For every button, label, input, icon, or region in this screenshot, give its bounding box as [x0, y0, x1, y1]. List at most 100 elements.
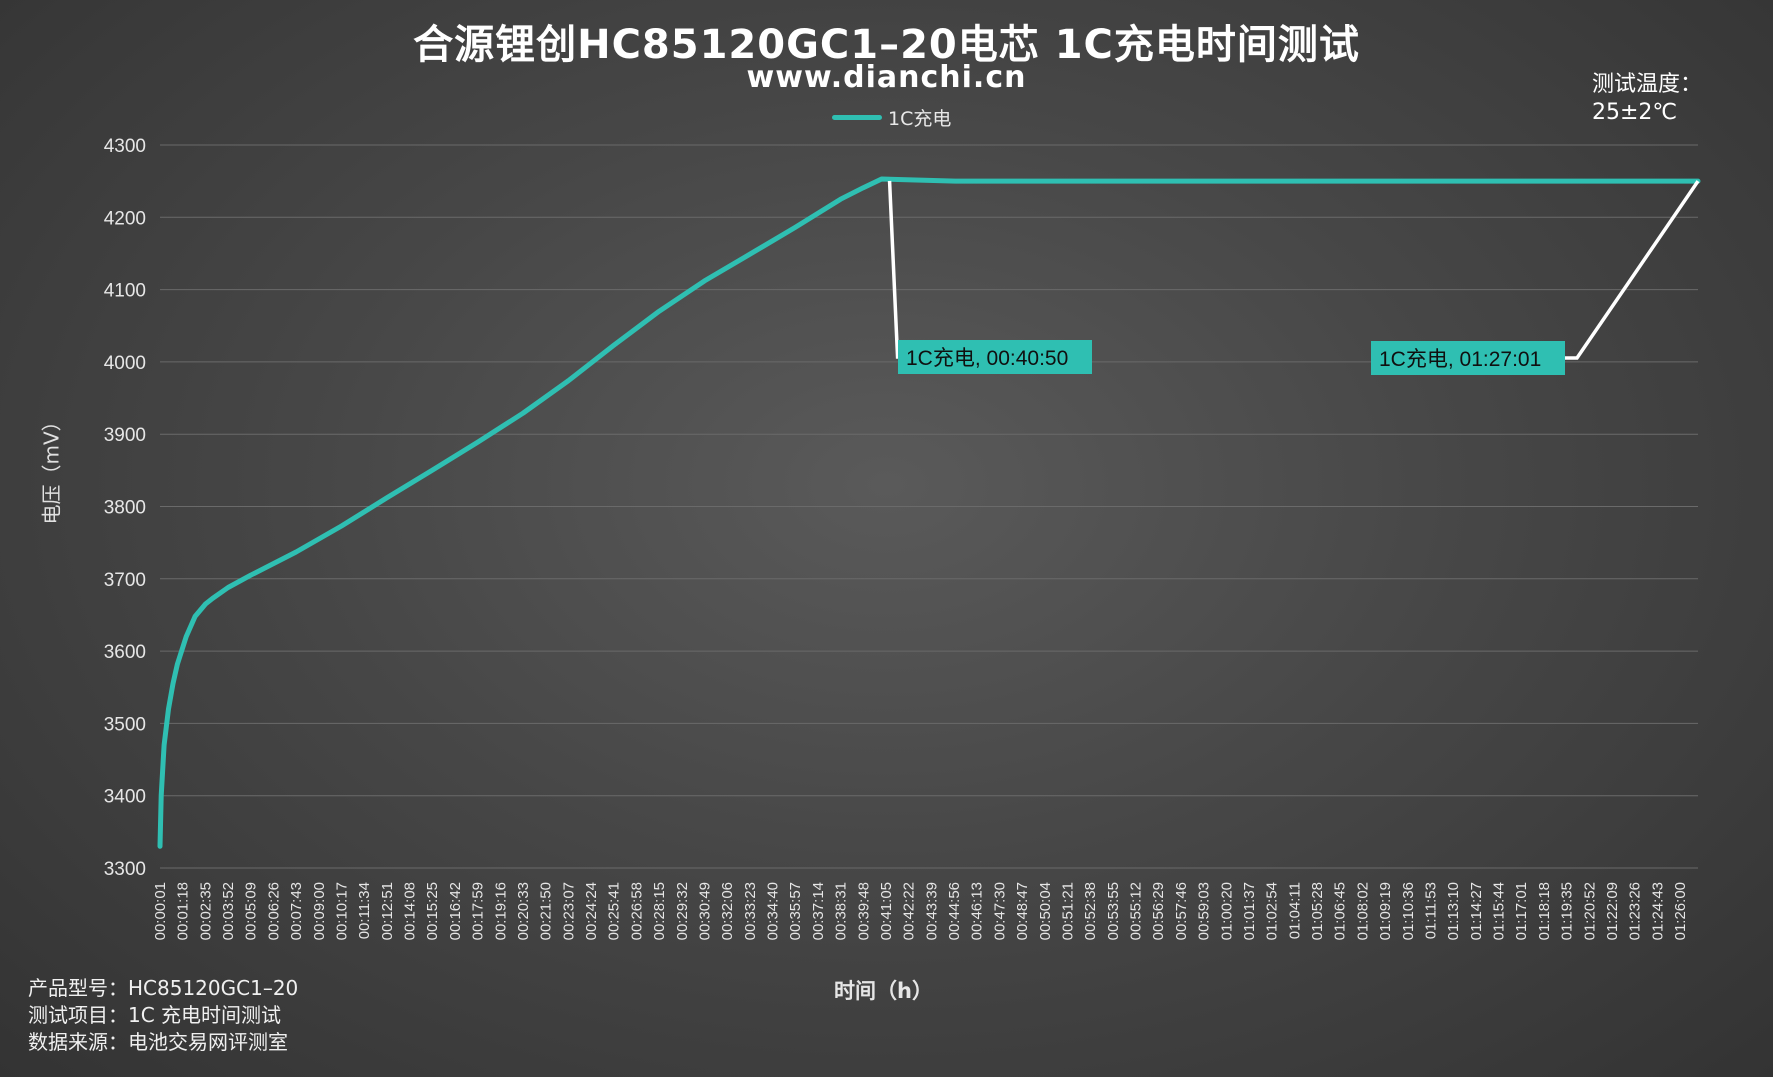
annotation-layer: 1C充电, 00:40:50 1C充电, 01:27:01 [887, 180, 1700, 375]
y-tick-label: 3900 [104, 425, 146, 446]
y-tick-label: 3700 [104, 570, 146, 591]
x-tick-label: 01:08:02 [1354, 882, 1371, 940]
x-tick-label: 00:12:51 [379, 882, 396, 940]
y-tick-layer: 3300 3400 3500 3600 3700 3800 3900 4000 4100 4200… [104, 136, 146, 880]
x-tick-label: 00:03:52 [220, 882, 237, 940]
x-tick-label: 00:37:14 [810, 882, 827, 940]
y-tick-label: 4200 [104, 208, 146, 229]
annotation-label: 1C充电, 01:27:01 [1379, 348, 1541, 371]
x-tick-label: 00:29:32 [674, 882, 691, 940]
x-tick-label: 01:24:43 [1649, 882, 1666, 940]
chart-title: 合源锂创HC85120GC1–20电芯 1C充电时间测试 [413, 22, 1360, 68]
x-tick-label: 00:25:41 [606, 882, 623, 940]
y-tick-label: 4000 [104, 353, 146, 374]
x-tick-label: 00:17:59 [470, 882, 487, 940]
x-tick-label: 00:19:16 [492, 882, 509, 940]
x-tick-label: 00:55:12 [1128, 882, 1145, 940]
x-tick-label: 01:14:27 [1468, 882, 1485, 940]
footer-info: 产品型号：HC85120GC1–20 测试项目：1C 充电时间测试 数据来源：电… [28, 975, 298, 1056]
x-tick-label: 01:00:20 [1218, 882, 1235, 940]
x-tick-label: 00:53:55 [1105, 882, 1122, 940]
x-tick-label: 00:02:35 [197, 882, 214, 940]
grid-layer [160, 144, 1698, 869]
y-tick-label: 3800 [104, 498, 146, 519]
series-line [157, 176, 1701, 849]
x-tick-label: 00:51:21 [1059, 882, 1076, 940]
x-tick-label: 00:06:26 [265, 882, 282, 940]
y-tick-label: 3400 [104, 787, 146, 808]
x-tick-label: 00:57:46 [1173, 882, 1190, 940]
x-tick-label: 00:20:33 [515, 882, 532, 940]
x-tick-label: 01:06:45 [1332, 882, 1349, 940]
x-tick-label: 00:38:31 [833, 882, 850, 940]
x-tick-label: 01:05:28 [1309, 882, 1326, 940]
x-tick-layer: 00:00:01 00:01:18 00:02:35 00:03:52 00:05:09… [152, 882, 1689, 940]
x-tick-label: 00:14:08 [402, 882, 419, 940]
y-tick-label: 3600 [104, 642, 146, 663]
annotation-leader [1565, 180, 1700, 360]
x-tick-label: 00:21:50 [538, 882, 555, 940]
footer-test-item: 测试项目：1C 充电时间测试 [28, 1003, 282, 1027]
x-tick-label: 00:32:06 [719, 882, 736, 940]
x-tick-label: 01:22:09 [1604, 882, 1621, 940]
x-tick-label: 00:48:47 [1014, 882, 1031, 940]
legend-label: 1C充电 [888, 108, 952, 130]
x-tick-label: 00:05:09 [243, 882, 260, 940]
x-tick-label: 01:10:36 [1400, 882, 1417, 940]
x-tick-label: 01:18:18 [1536, 882, 1553, 940]
x-tick-label: 00:43:39 [923, 882, 940, 940]
y-tick-label: 3500 [104, 714, 146, 735]
x-tick-label: 00:28:15 [651, 882, 668, 940]
x-tick-label: 00:30:49 [696, 882, 713, 940]
x-tick-label: 01:04:11 [1286, 882, 1303, 939]
x-tick-label: 00:46:13 [969, 882, 986, 940]
y-tick-label: 4100 [104, 281, 146, 302]
x-tick-label: 01:13:10 [1445, 882, 1462, 940]
x-tick-label: 00:24:24 [583, 882, 600, 940]
x-tick-label: 01:20:52 [1581, 882, 1598, 940]
temperature-label: 测试温度： [1592, 72, 1703, 97]
x-tick-label: 01:19:35 [1559, 882, 1576, 940]
annotation-leader [887, 180, 900, 359]
x-tick-label: 00:01:18 [175, 882, 192, 940]
chart-legend: 1C充电 [832, 104, 951, 131]
x-tick-label: 01:26:00 [1672, 882, 1689, 940]
x-tick-label: 01:17:01 [1513, 882, 1530, 940]
x-tick-label: 01:23:26 [1627, 882, 1644, 940]
chart-subtitle: www.dianchi.cn [746, 60, 1027, 95]
x-tick-label: 00:42:22 [901, 882, 918, 940]
x-tick-label: 01:01:37 [1241, 882, 1258, 940]
temperature-value: 25±2℃ [1592, 100, 1678, 125]
x-tick-label: 00:41:05 [878, 882, 895, 940]
x-tick-label: 00:09:00 [311, 882, 328, 940]
x-tick-label: 00:59:03 [1196, 882, 1213, 940]
x-tick-label: 00:33:23 [742, 882, 759, 940]
x-tick-label: 00:35:57 [787, 882, 804, 940]
x-tick-label: 00:10:17 [333, 882, 350, 940]
x-tick-label: 00:26:58 [628, 882, 645, 940]
x-tick-label: 00:15:25 [424, 882, 441, 940]
x-tick-label: 00:50:04 [1037, 882, 1054, 940]
annotation-label: 1C充电, 00:40:50 [906, 347, 1068, 370]
x-tick-label: 00:44:56 [946, 882, 963, 940]
x-tick-label: 01:09:19 [1377, 882, 1394, 940]
x-tick-label: 00:52:38 [1082, 882, 1099, 940]
x-tick-label: 01:02:54 [1264, 882, 1281, 940]
x-tick-label: 01:15:44 [1491, 882, 1508, 940]
x-tick-label: 00:56:29 [1150, 882, 1167, 940]
series-layer [157, 176, 1701, 849]
footer-product-model: 产品型号：HC85120GC1–20 [28, 976, 299, 1000]
x-tick-label: 00:11:34 [356, 882, 373, 939]
x-tick-label: 00:07:43 [288, 882, 305, 940]
annotation-box [898, 340, 1092, 374]
legend-swatch [832, 115, 882, 120]
x-tick-label: 00:34:40 [765, 882, 782, 940]
x-tick-label: 00:16:42 [447, 882, 464, 940]
x-tick-label: 00:47:30 [991, 882, 1008, 940]
y-tick-label: 3300 [104, 859, 146, 880]
x-tick-label: 00:00:01 [152, 882, 169, 940]
y-tick-label: 4300 [104, 136, 146, 157]
x-tick-label: 00:39:48 [855, 882, 872, 940]
x-tick-label: 00:23:07 [560, 882, 577, 940]
